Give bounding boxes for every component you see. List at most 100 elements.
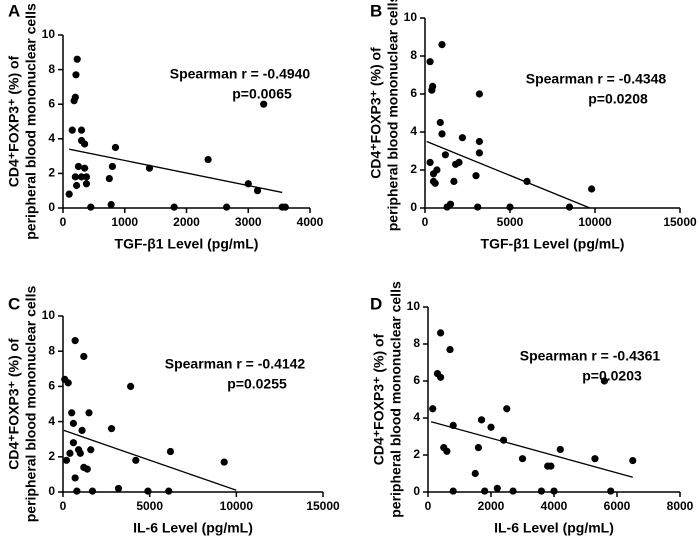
panel: C 0 5000 10000 15000 0 2 4 6 8 10 IL-6 Level (pg/mL… bbox=[6, 286, 340, 536]
point bbox=[83, 465, 91, 473]
point bbox=[81, 140, 89, 148]
point bbox=[223, 203, 231, 211]
point bbox=[629, 456, 637, 465]
y-tick-label: 0 bbox=[410, 200, 417, 214]
point bbox=[114, 484, 123, 493]
panel-label: C bbox=[8, 294, 20, 313]
y-tick-label: 0 bbox=[48, 484, 55, 498]
point bbox=[111, 143, 120, 152]
point bbox=[62, 456, 71, 464]
point bbox=[74, 162, 83, 171]
annotation: p=0.0065 bbox=[232, 86, 292, 102]
point bbox=[281, 203, 289, 211]
point bbox=[565, 203, 574, 211]
x-tick-label: 15000 bbox=[306, 499, 340, 513]
point bbox=[429, 82, 437, 90]
point bbox=[68, 126, 76, 134]
point bbox=[82, 173, 91, 181]
point bbox=[127, 382, 135, 390]
fit-line bbox=[426, 140, 591, 209]
x-tick-label: 1000 bbox=[111, 215, 138, 229]
y-axis-label: peripheral blood mononuclear cells bbox=[23, 286, 39, 523]
x-axis-label: TGF-β1 Level (pg/mL) bbox=[115, 236, 259, 252]
y-tick-label: 4 bbox=[48, 414, 55, 428]
y-tick-label: 10 bbox=[42, 308, 56, 322]
point bbox=[77, 126, 86, 134]
point bbox=[80, 352, 88, 361]
y-tick-label: 10 bbox=[404, 10, 418, 24]
point bbox=[438, 130, 446, 138]
x-tick-label: 0 bbox=[422, 215, 429, 229]
fit-line bbox=[69, 148, 283, 194]
y-tick-label: 6 bbox=[410, 86, 417, 100]
point bbox=[69, 419, 77, 427]
y-tick-label: 8 bbox=[48, 62, 55, 76]
point bbox=[78, 426, 86, 434]
x-tick-label: 15000 bbox=[663, 215, 697, 229]
point bbox=[438, 41, 446, 49]
point bbox=[450, 177, 458, 185]
point bbox=[493, 484, 501, 492]
point bbox=[144, 487, 152, 495]
point bbox=[443, 447, 451, 455]
y-axis-label: CD4⁺FOXP3⁺ (%) of bbox=[6, 55, 22, 187]
point bbox=[81, 164, 89, 172]
point bbox=[85, 409, 93, 417]
point bbox=[71, 474, 79, 482]
point bbox=[71, 93, 79, 101]
point bbox=[72, 181, 81, 190]
point bbox=[73, 487, 81, 495]
point bbox=[108, 162, 116, 171]
y-tick-label: 2 bbox=[413, 447, 420, 461]
point bbox=[588, 185, 596, 193]
y-tick-label: 10 bbox=[42, 27, 56, 41]
y-axis-label: CD4⁺FOXP3⁺ (%) of bbox=[371, 333, 387, 465]
point bbox=[471, 469, 479, 478]
annotation: p=0.0255 bbox=[227, 376, 287, 392]
y-tick-label: 2 bbox=[48, 449, 55, 463]
point bbox=[88, 487, 97, 495]
y-tick-label: 0 bbox=[413, 484, 420, 498]
y-axis-label: peripheral blood mononuclear cells bbox=[385, 0, 401, 231]
point bbox=[72, 71, 80, 79]
point bbox=[204, 155, 212, 164]
panel-label: A bbox=[8, 1, 20, 20]
point bbox=[87, 446, 95, 454]
x-tick-label: 0 bbox=[60, 215, 67, 229]
y-tick-label: 6 bbox=[48, 96, 55, 110]
x-tick-label: 6000 bbox=[604, 499, 631, 513]
point bbox=[547, 462, 555, 470]
point bbox=[166, 447, 175, 456]
point bbox=[105, 174, 113, 183]
y-tick-label: 4 bbox=[413, 410, 420, 424]
point bbox=[591, 455, 599, 463]
point bbox=[474, 444, 482, 452]
point bbox=[65, 190, 73, 198]
point bbox=[481, 487, 489, 495]
point bbox=[71, 173, 79, 181]
y-tick-label: 8 bbox=[48, 343, 55, 357]
point bbox=[449, 487, 457, 495]
point bbox=[433, 166, 441, 174]
point bbox=[429, 177, 438, 185]
point bbox=[458, 134, 466, 142]
point bbox=[253, 187, 262, 195]
y-tick-label: 6 bbox=[413, 373, 420, 387]
x-tick-label: 2000 bbox=[478, 499, 505, 513]
point bbox=[556, 445, 564, 454]
panel-label: D bbox=[370, 294, 382, 313]
y-tick-label: 4 bbox=[48, 131, 55, 145]
point bbox=[165, 487, 173, 495]
point bbox=[607, 487, 615, 495]
point bbox=[487, 423, 495, 431]
x-tick-label: 4000 bbox=[297, 215, 324, 229]
annotation: p=0.0203 bbox=[582, 368, 642, 384]
point bbox=[455, 158, 463, 166]
x-axis-label: IL-6 Level (pg/mL) bbox=[494, 520, 614, 536]
point bbox=[170, 203, 178, 211]
point bbox=[107, 200, 115, 209]
point bbox=[437, 329, 445, 337]
annotation: Spearman r = -0.4348 bbox=[526, 71, 667, 87]
point bbox=[550, 487, 558, 495]
x-tick-label: 3000 bbox=[235, 215, 262, 229]
